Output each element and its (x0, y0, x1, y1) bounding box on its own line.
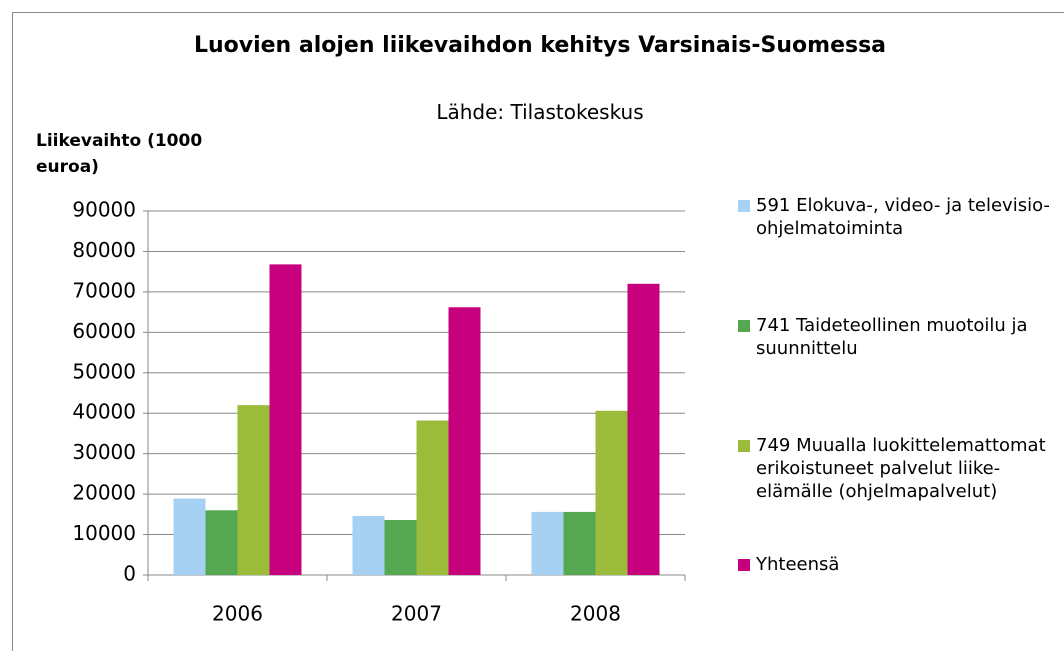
y-tick-label: 50000 (72, 359, 136, 383)
y-tick-label: 60000 (72, 319, 136, 343)
bar (448, 307, 481, 575)
x-tick-label: 2006 (212, 602, 263, 626)
y-tick-label: 30000 (72, 440, 136, 464)
y-tick-label: 10000 (72, 521, 136, 545)
bar (269, 264, 302, 575)
bar (173, 498, 206, 575)
y-tick-label: 70000 (72, 278, 136, 302)
bar (352, 515, 385, 575)
bar (416, 420, 449, 575)
bar (205, 510, 238, 575)
bar (531, 511, 564, 575)
y-tick-label: 0 (123, 562, 136, 586)
y-tick-label: 40000 (72, 400, 136, 424)
legend-swatch (738, 440, 750, 452)
legend-swatch (738, 559, 750, 571)
y-tick-label: 80000 (72, 238, 136, 262)
chart-border (12, 12, 1064, 651)
y-axis-label: Liikevaihto (1000 euroa) (36, 131, 203, 177)
bar (384, 519, 417, 575)
chart-title: Luovien alojen liikevaihdon kehitys Vars… (193, 33, 887, 58)
bar (237, 405, 270, 575)
y-tick-label: 90000 (72, 198, 136, 222)
legend-swatch (738, 320, 750, 332)
legend-label: 741 Taideteollinen muotoilu ja suunnitte… (756, 315, 1028, 359)
x-tick-label: 2008 (570, 602, 621, 626)
x-tick-label: 2007 (391, 602, 442, 626)
chart-subtitle: Lähde: Tilastokeskus (436, 100, 644, 124)
bar (563, 511, 596, 575)
bar (627, 283, 660, 575)
legend-label: 749 Muualla luokittelemattomat erikoistu… (756, 435, 1046, 502)
legend-label: Yhteensä (756, 554, 840, 575)
bar (595, 410, 628, 575)
y-tick-label: 20000 (72, 481, 136, 505)
legend-swatch (738, 200, 750, 212)
legend-label: 591 Elokuva-, video- ja televisio-ohjelm… (756, 195, 1050, 239)
